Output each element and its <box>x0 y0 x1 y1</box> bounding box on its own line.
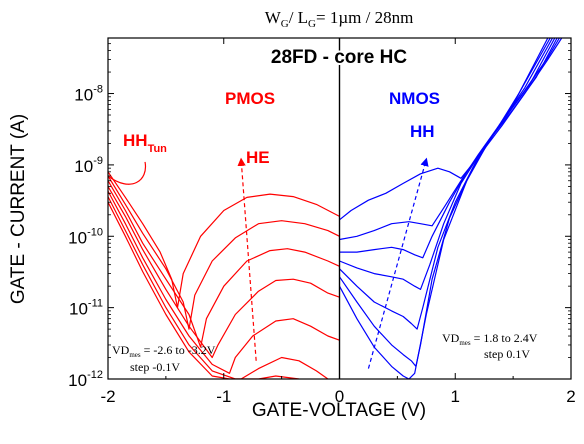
pmos-series-4 <box>108 186 340 359</box>
pmos-label: PMOS <box>225 89 275 108</box>
nmos-measure-step: step 0.1V <box>484 347 530 361</box>
y-tick-label: 10-9 <box>74 155 103 176</box>
device-label: 28FD - core HC <box>271 47 407 68</box>
x-tick-label: 0 <box>335 387 344 406</box>
y-tick-label: 10-8 <box>74 84 103 105</box>
pmos-series-3 <box>108 180 340 348</box>
pmos-trend-arrow <box>237 157 257 361</box>
hh-label: HH <box>410 122 435 141</box>
nmos-trend-arrow <box>367 157 429 369</box>
series-layer <box>108 38 563 379</box>
x-tick-label: -1 <box>216 387 231 406</box>
y-tick-label: 10-10 <box>68 226 103 247</box>
nmos-series-13 <box>339 38 551 367</box>
nmos-label: NMOS <box>389 89 440 108</box>
nmos-series-11 <box>339 38 556 290</box>
nmos-measure-box: VDmes = 1.8 to 2.4V step 0.1V <box>442 331 538 361</box>
he-label: HE <box>246 148 270 167</box>
hh-tun-label: HHTun <box>123 131 167 155</box>
arrow-layer <box>237 157 429 369</box>
x-tick-label: 2 <box>566 387 575 406</box>
nmos-series-10 <box>339 38 558 259</box>
x-axis-label: GATE-VOLTAGE (V) <box>252 400 426 421</box>
y-axis-label: GATE - CURRENT (A) <box>8 114 29 304</box>
pmos-measure-step: step -0.1V <box>130 360 180 374</box>
pmos-series-5 <box>108 190 340 374</box>
pmos-series-2 <box>108 175 340 330</box>
chart-title: WG/ LG= 1µm / 28nm <box>265 8 414 30</box>
pmos-series-7 <box>108 201 300 379</box>
hh-tun-loop <box>108 161 147 185</box>
pmos-measure-vd: VDmes = -2.6 to -3.2V <box>112 343 216 359</box>
y-tick-label: 10-11 <box>69 298 103 319</box>
x-tick-label: 1 <box>451 387 460 406</box>
tick-layer: -2 -1 0 1 2 10-12 10-11 10-10 10-9 10-8 <box>68 37 576 406</box>
pmos-series-6 <box>108 196 329 379</box>
nmos-series-12 <box>339 38 554 330</box>
pmos-series-1 <box>108 171 340 309</box>
pmos-measure-box: VDmes = -2.6 to -3.2V step -0.1V <box>112 343 216 374</box>
x-tick-label: -2 <box>100 387 115 406</box>
nmos-measure-vd: VDmes = 1.8 to 2.4V <box>442 331 538 347</box>
y-tick-label: 10-12 <box>68 369 103 390</box>
